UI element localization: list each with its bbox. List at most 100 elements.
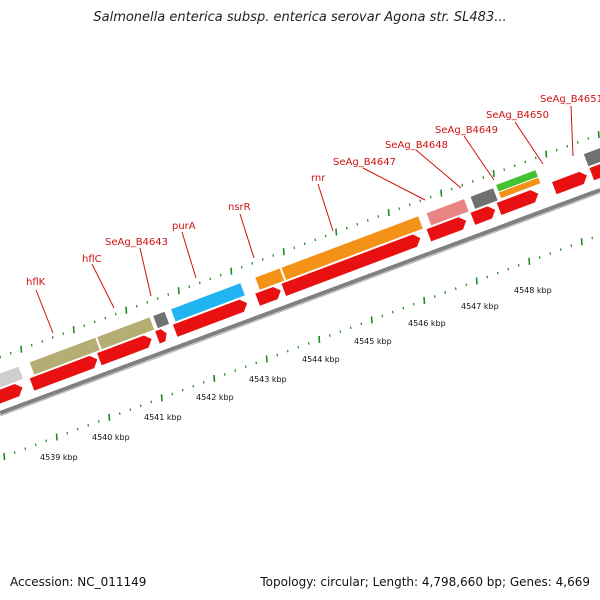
gene-label-SeAg_B4650[interactable]: SeAg_B4650: [486, 110, 549, 121]
minor-tick: [444, 291, 447, 294]
minor-tick: [356, 222, 359, 226]
major-tick: [72, 326, 75, 334]
gene-label-hflK[interactable]: hflK: [26, 277, 46, 288]
gene-bar-SeAg_B4651[interactable]: [583, 144, 600, 167]
minor-tick: [513, 164, 516, 168]
gene-bar-light[interactable]: [0, 366, 24, 398]
minor-tick: [286, 349, 289, 353]
minor-tick: [307, 341, 310, 345]
kbp-label: 4542 kbp: [196, 393, 234, 402]
cds-arrow[interactable]: [426, 215, 469, 242]
minor-tick: [377, 215, 380, 218]
gene-label-nsrR[interactable]: nsrR: [228, 202, 251, 213]
minor-tick: [114, 312, 117, 316]
gene-bar-nsrR[interactable]: [255, 268, 285, 290]
minor-tick: [129, 408, 132, 412]
gene-bar-purA[interactable]: [171, 283, 245, 322]
gene-bar-SeAg_B4649[interactable]: [496, 170, 538, 192]
minor-tick: [45, 439, 48, 443]
minor-tick: [391, 310, 394, 314]
minor-tick: [570, 244, 573, 248]
major-tick: [387, 209, 390, 217]
major-tick: [282, 248, 285, 256]
minor-tick: [0, 355, 2, 359]
minor-tick: [555, 148, 558, 152]
cds-arrow[interactable]: [470, 204, 498, 225]
cds-arrow[interactable]: [281, 232, 423, 296]
major-tick: [475, 277, 478, 285]
minor-tick: [503, 168, 506, 172]
minor-tick: [192, 384, 195, 388]
minor-tick: [559, 248, 562, 252]
genome-summary: Topology: circular; Length: 4,798,660 bp…: [260, 575, 590, 589]
feature-track: [0, 144, 600, 398]
major-tick: [160, 394, 163, 402]
major-tick: [370, 316, 373, 324]
gene-label-rnr[interactable]: rnr: [311, 173, 326, 184]
cds-track: [0, 160, 600, 410]
minor-tick: [97, 420, 100, 423]
gene-bar-hflC[interactable]: [97, 317, 155, 350]
gene-label-SeAg_B4643[interactable]: SeAg_B4643: [105, 237, 168, 248]
minor-tick: [51, 336, 54, 339]
gene-bar-SeAg_B4647[interactable]: [426, 199, 469, 226]
minor-tick: [255, 361, 258, 365]
kbp-label: 4547 kbp: [461, 302, 499, 311]
minor-tick: [34, 443, 37, 447]
cds-arrow[interactable]: [552, 170, 589, 195]
gene-bar-rnr[interactable]: [281, 216, 423, 280]
gene-bar-hflK[interactable]: [29, 337, 100, 375]
gene-label-SeAg_B4649[interactable]: SeAg_B4649: [435, 125, 498, 136]
kbp-label: 4540 kbp: [92, 433, 130, 442]
cds-arrow[interactable]: [155, 328, 169, 344]
cds-arrow[interactable]: [97, 333, 154, 366]
minor-tick: [223, 373, 226, 376]
major-tick: [3, 452, 6, 461]
gene-label-SeAg_B4651[interactable]: SeAg_B4651: [540, 94, 600, 105]
gene-labels: hflK hflC SeAg_B4643 purA nsrR rnr SeAg_…: [26, 94, 600, 288]
major-tick: [423, 296, 426, 304]
cds-arrow[interactable]: [496, 188, 541, 216]
minor-tick: [261, 258, 264, 261]
cds-arrow[interactable]: [589, 160, 600, 181]
minor-tick: [219, 273, 222, 277]
gene-leader-lines: [35, 105, 574, 334]
minor-tick: [118, 412, 121, 415]
minor-tick: [419, 199, 422, 203]
gene-label-purA[interactable]: purA: [172, 221, 196, 232]
cds-arrow[interactable]: [255, 285, 283, 306]
major-tick: [545, 150, 548, 158]
minor-tick: [24, 447, 27, 451]
minor-tick: [297, 345, 300, 349]
minor-tick: [566, 144, 569, 148]
kbp-label: 4548 kbp: [514, 286, 552, 295]
minor-tick: [576, 140, 579, 144]
minor-tick: [244, 365, 247, 369]
gene-label-SeAg_B4647[interactable]: SeAg_B4647: [333, 157, 396, 168]
minor-tick: [272, 254, 275, 257]
minor-tick: [202, 380, 205, 384]
kbp-label: 4544 kbp: [302, 355, 340, 364]
minor-tick: [93, 320, 96, 324]
cds-arrow[interactable]: [0, 382, 25, 410]
minor-tick: [66, 431, 69, 435]
major-tick: [213, 374, 216, 383]
cds-arrow[interactable]: [172, 297, 250, 337]
minor-tick: [251, 261, 254, 265]
cds-arrow[interactable]: [29, 354, 100, 391]
minor-tick: [591, 236, 594, 240]
gene-bar-SeAg_B4650[interactable]: [498, 177, 541, 199]
gene-label-hflC[interactable]: hflC: [82, 254, 102, 265]
kbp-label: 4546 kbp: [408, 319, 446, 328]
gene-label-SeAg_B4648[interactable]: SeAg_B4648: [385, 140, 448, 151]
major-tick: [492, 170, 495, 178]
minor-tick: [13, 451, 16, 454]
minor-tick: [433, 295, 436, 298]
minor-tick: [450, 187, 453, 191]
minor-tick: [171, 392, 174, 396]
gene-bar-SeAg_B4648[interactable]: [470, 188, 498, 209]
major-tick: [125, 306, 128, 314]
minor-tick: [41, 340, 44, 343]
gene-bar-SeAg_B4643[interactable]: [153, 311, 170, 329]
